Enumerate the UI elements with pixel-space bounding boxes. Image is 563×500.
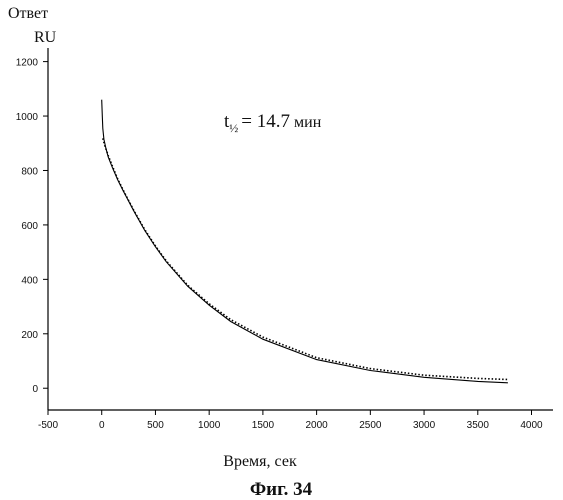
axes [48,48,553,410]
x-tick-label: 0 [99,420,105,431]
y-tick-label: 400 [21,275,38,286]
y-tick-label: 0 [32,384,38,395]
y-tick-label: 1200 [16,58,39,69]
x-tick-label: 2000 [305,420,328,431]
half-life-subscript: ½ [229,121,238,135]
x-tick-label: 3000 [413,420,436,431]
y-tick-label: 1000 [16,112,39,123]
x-ticks: -500 0 500 1000 1500 2000 2500 3000 3500 4000 [38,410,543,431]
y-tick-label: 800 [21,166,38,177]
half-life-annotation: t½= 14.7мин [224,111,322,135]
measured-series-line [102,100,508,383]
half-life-value: = 14.7 [241,111,290,132]
series-group [102,100,508,383]
x-tick-label: 1500 [252,420,275,431]
y-axis-label-line1: Ответ [8,5,48,22]
x-axis-label: Время, сек [223,453,297,470]
figure-caption: Фиг. 34 [250,479,313,500]
x-tick-label: 3500 [467,420,490,431]
x-tick-label: 2500 [359,420,382,431]
x-tick-label: 1000 [198,420,221,431]
x-tick-label: 500 [147,420,164,431]
y-ticks: 0 200 400 600 800 1000 1200 [16,58,48,396]
y-axis-label-line2: RU [34,29,57,46]
half-life-unit: мин [294,114,322,131]
x-tick-label: -500 [38,420,58,431]
x-tick-label: 4000 [520,420,543,431]
y-tick-label: 600 [21,221,38,232]
y-tick-label: 200 [21,330,38,341]
